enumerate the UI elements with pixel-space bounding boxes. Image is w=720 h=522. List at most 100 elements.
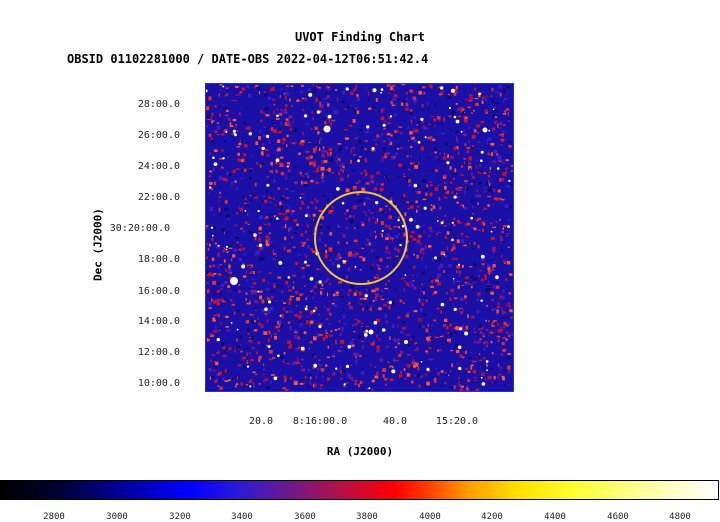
noise-pixel — [216, 122, 220, 124]
noise-pixel — [402, 168, 404, 170]
noise-pixel — [354, 252, 359, 256]
noise-pixel — [494, 306, 497, 310]
noise-pixel — [299, 383, 304, 385]
noise-pixel — [232, 285, 235, 290]
noise-pixel — [300, 241, 304, 244]
noise-pixel — [301, 276, 306, 278]
noise-pixel — [475, 341, 480, 344]
noise-pixel — [339, 365, 342, 369]
noise-pixel — [379, 257, 381, 259]
noise-pixel — [464, 118, 468, 123]
noise-pixel — [467, 379, 470, 382]
noise-pixel — [247, 212, 249, 216]
noise-pixel — [406, 312, 411, 314]
noise-pixel — [276, 147, 280, 151]
noise-pixel — [386, 320, 388, 323]
noise-pixel — [215, 325, 217, 330]
noise-pixel — [323, 117, 326, 120]
colorbar-tick: 3600 — [294, 512, 316, 522]
noise-pixel — [270, 192, 272, 197]
noise-pixel — [382, 156, 385, 159]
noise-pixel — [483, 207, 487, 210]
noise-pixel — [355, 144, 358, 147]
noise-pixel — [334, 196, 336, 199]
noise-pixel — [301, 368, 306, 372]
noise-pixel — [374, 106, 376, 110]
noise-pixel — [285, 89, 288, 91]
noise-pixel — [499, 374, 501, 378]
noise-pixel — [227, 156, 229, 159]
noise-pixel — [247, 223, 250, 225]
noise-pixel — [213, 369, 217, 371]
noise-pixel — [402, 277, 405, 280]
noise-pixel — [221, 343, 225, 347]
noise-pixel — [318, 274, 323, 277]
noise-pixel — [350, 104, 352, 107]
star — [267, 345, 271, 349]
noise-pixel — [389, 120, 392, 123]
noise-pixel — [408, 344, 412, 346]
noise-pixel — [478, 328, 481, 331]
noise-pixel — [418, 161, 420, 165]
noise-pixel — [380, 295, 382, 300]
noise-pixel — [228, 247, 233, 249]
noise-pixel — [445, 142, 448, 146]
noise-pixel — [301, 267, 305, 270]
noise-pixel — [367, 198, 371, 200]
noise-pixel — [408, 168, 410, 171]
noise-pixel — [209, 376, 212, 380]
noise-pixel — [391, 90, 393, 92]
noise-pixel — [310, 340, 313, 344]
noise-pixel — [496, 313, 499, 316]
noise-pixel — [457, 151, 460, 155]
noise-pixel — [235, 236, 239, 240]
noise-pixel — [492, 160, 496, 163]
noise-pixel — [403, 288, 406, 292]
noise-pixel — [362, 300, 364, 305]
noise-pixel — [262, 368, 266, 371]
noise-pixel — [208, 133, 212, 137]
noise-pixel — [487, 142, 489, 145]
noise-pixel — [289, 310, 292, 313]
noise-pixel — [255, 231, 258, 235]
star — [413, 183, 418, 188]
noise-pixel — [391, 84, 396, 87]
noise-pixel — [217, 385, 219, 387]
noise-pixel — [224, 112, 228, 114]
noise-pixel — [451, 289, 454, 293]
noise-pixel — [263, 112, 266, 114]
dec-tick: 18:00.0 — [137, 254, 180, 265]
noise-pixel — [421, 157, 425, 159]
star — [485, 360, 489, 363]
noise-pixel — [309, 155, 313, 159]
noise-pixel — [234, 130, 239, 132]
noise-pixel — [302, 314, 304, 316]
noise-pixel — [389, 192, 393, 194]
noise-pixel — [418, 184, 420, 188]
noise-pixel — [258, 383, 261, 385]
noise-pixel — [471, 172, 473, 176]
noise-pixel — [352, 170, 355, 172]
noise-pixel — [395, 255, 399, 257]
noise-pixel — [337, 334, 340, 339]
noise-pixel — [438, 118, 441, 122]
noise-pixel — [388, 158, 391, 161]
noise-pixel — [373, 188, 378, 191]
noise-pixel — [384, 314, 388, 318]
noise-pixel — [323, 296, 326, 298]
noise-pixel — [313, 89, 317, 93]
noise-pixel — [398, 216, 400, 219]
noise-pixel — [443, 196, 448, 199]
noise-pixel — [339, 225, 342, 228]
noise-pixel — [295, 274, 297, 278]
noise-pixel — [422, 198, 427, 201]
noise-pixel — [462, 264, 464, 268]
noise-pixel — [380, 110, 383, 113]
noise-pixel — [358, 129, 363, 132]
noise-pixel — [500, 353, 503, 356]
noise-pixel — [217, 252, 221, 257]
noise-pixel — [314, 101, 318, 103]
noise-pixel — [206, 289, 210, 293]
noise-pixel — [494, 110, 498, 112]
noise-pixel — [371, 289, 376, 293]
